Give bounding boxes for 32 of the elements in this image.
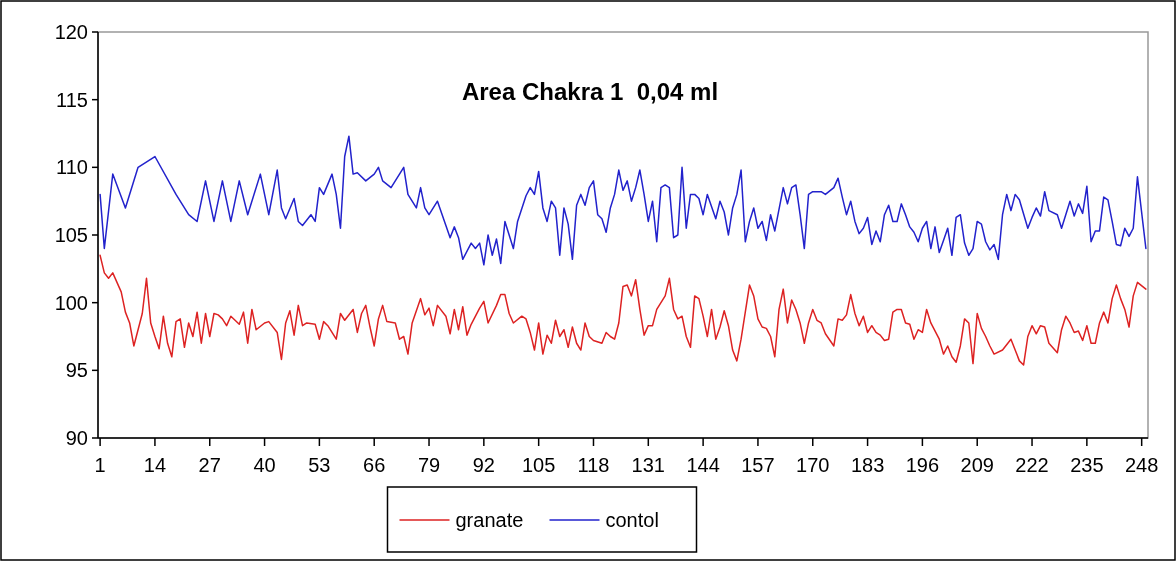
x-tick-label: 14 [143, 454, 167, 476]
legend-label: contol [605, 509, 659, 531]
legend-label: granate [455, 509, 524, 531]
x-tick-label: 196 [905, 454, 940, 476]
x-tick-label: 66 [363, 454, 386, 476]
y-tick-label: 110 [56, 156, 88, 179]
x-tick-label: 79 [417, 454, 441, 476]
y-tick-label: 100 [54, 291, 88, 314]
y-tick-label: 105 [54, 224, 88, 246]
y-tick-label: 115 [56, 88, 88, 111]
line-series [99, 135, 1147, 266]
x-tick-label: 1 [94, 454, 106, 476]
line-series [99, 254, 1147, 366]
x-tick-label: 118 [577, 454, 610, 476]
x-tick-label: 27 [198, 454, 221, 476]
x-tick-label: 209 [960, 454, 994, 476]
x-tick-label: 92 [472, 454, 495, 476]
x-tick-label: 235 [1070, 454, 1104, 476]
x-tick-label: 144 [686, 454, 720, 476]
x-tick-label: 183 [850, 454, 885, 476]
y-tick-label: 120 [54, 21, 88, 43]
x-tick-label: 170 [796, 454, 830, 476]
x-tick-label: 40 [253, 454, 276, 476]
x-tick-label: 157 [741, 454, 775, 476]
y-tick-label: 90 [65, 427, 88, 449]
x-tick-label: 105 [521, 454, 556, 476]
y-tick-label: 95 [65, 359, 88, 382]
x-tick-label: 53 [308, 454, 331, 476]
x-tick-label: 222 [1015, 454, 1049, 476]
x-tick-label: 248 [1124, 454, 1159, 476]
text: Area Chakra 1 0,04 ml [461, 78, 719, 105]
x-tick-label: 131 [631, 454, 665, 476]
